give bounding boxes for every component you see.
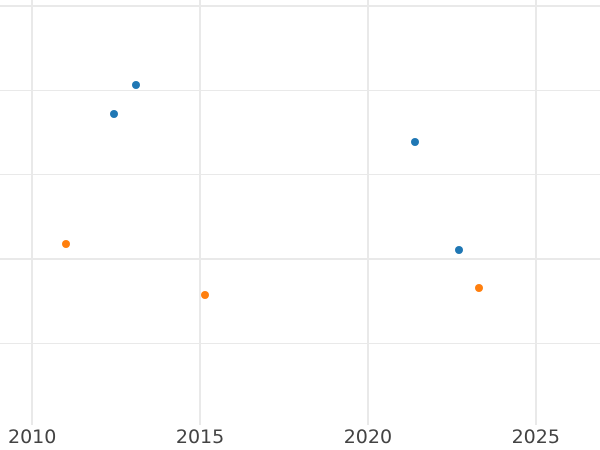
blue-series-point[interactable] — [455, 245, 464, 254]
x-tick-label: 2010 — [8, 426, 57, 448]
orange-series-point[interactable] — [62, 239, 71, 248]
horizontal-gridline — [0, 342, 600, 345]
blue-series-point[interactable] — [132, 81, 141, 90]
vertical-gridline — [535, 0, 537, 425]
x-tick-label: 2015 — [175, 426, 225, 448]
vertical-gridline — [367, 0, 369, 425]
horizontal-gridline — [0, 89, 600, 92]
blue-series-point[interactable] — [410, 137, 419, 146]
vertical-gridline — [199, 0, 201, 425]
blue-series-point[interactable] — [109, 109, 118, 118]
orange-series-point[interactable] — [474, 283, 483, 292]
orange-series-point[interactable] — [201, 291, 210, 300]
vertical-gridline — [31, 0, 33, 425]
horizontal-gridline — [0, 258, 600, 260]
horizontal-gridline — [0, 5, 600, 7]
x-tick-label: 2020 — [343, 426, 393, 448]
x-tick-label: 2025 — [511, 426, 560, 448]
horizontal-gridline — [0, 173, 600, 176]
